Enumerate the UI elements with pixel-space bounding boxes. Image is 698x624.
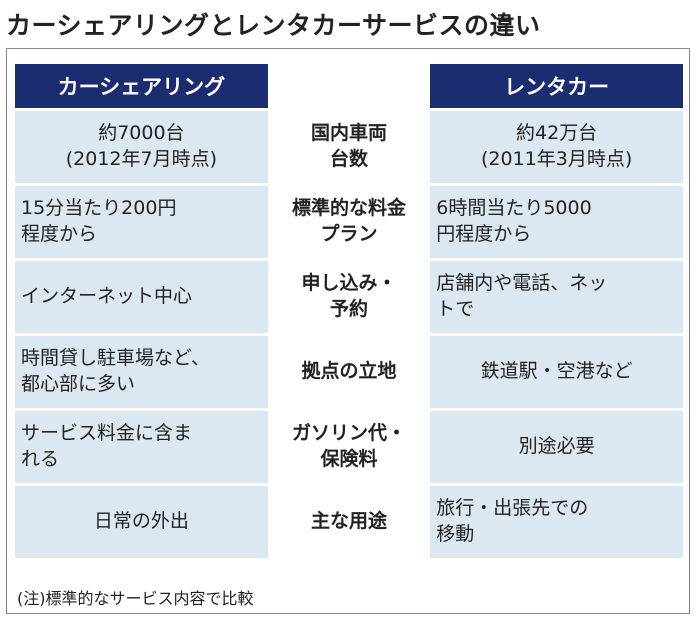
row-label: 申し込み・ 予約 [267,261,431,333]
cell: サービス料金に含ま れる [15,411,268,483]
header-cell: カーシェアリング [15,64,268,108]
table-row: インターネット中心 申し込み・ 予約 店舗内や電話、ネッ トで [15,261,683,333]
table-body: 約7000台 (2012年7月時点) 国内車両 台数 約42万台 (2011年3月時… [15,111,683,558]
cell: 約7000台 (2012年7月時点) [15,111,268,183]
cell: 15分当たり200円 程度から [15,186,268,258]
row-label: ガソリン代・ 保険料 [267,411,431,483]
comparison-table: カーシェアリング レンタカー 約7000台 (2012年7月時点) 国内車両 台数… [15,61,683,561]
cell: 旅行・出張先での 移動 [430,486,683,558]
row-label: 拠点の立地 [267,336,431,408]
table-row: サービス料金に含ま れる ガソリン代・ 保険料 別途必要 [15,411,683,483]
header-blank [267,64,431,108]
cell: 時間貸し駐車場など、 都心部に多い [15,336,268,408]
cell: 6時間当たり5000 円程度から [430,186,683,258]
row-label: 標準的な料金 プラン [267,186,431,258]
row-label: 主な用途 [267,486,431,558]
table-box: カーシェアリング レンタカー 約7000台 (2012年7月時点) 国内車両 台数… [6,48,690,614]
note: (注)標準的なサービス内容で比較 [17,589,254,608]
table-row: 日常の外出 主な用途 旅行・出張先での 移動 [15,486,683,558]
row-label: 国内車両 台数 [267,111,431,183]
header-cell: レンタカー [430,64,683,108]
table-row: 約7000台 (2012年7月時点) 国内車両 台数 約42万台 (2011年3月時… [15,111,683,183]
header-row: カーシェアリング レンタカー [15,64,683,108]
title: カーシェアリングとレンタカーサービスの違い [6,11,541,40]
table-row: 時間貸し駐車場など、 都心部に多い 拠点の立地 鉄道駅・空港など [15,336,683,408]
cell: 別途必要 [430,411,683,483]
cell: 鉄道駅・空港など [430,336,683,408]
cell: 店舗内や電話、ネッ トで [430,261,683,333]
cell: 約42万台 (2011年3月時点) [430,111,683,183]
cell: 日常の外出 [15,486,268,558]
table-row: 15分当たり200円 程度から 標準的な料金 プラン 6時間当たり5000 円程度か… [15,186,683,258]
cell: インターネット中心 [15,261,268,333]
